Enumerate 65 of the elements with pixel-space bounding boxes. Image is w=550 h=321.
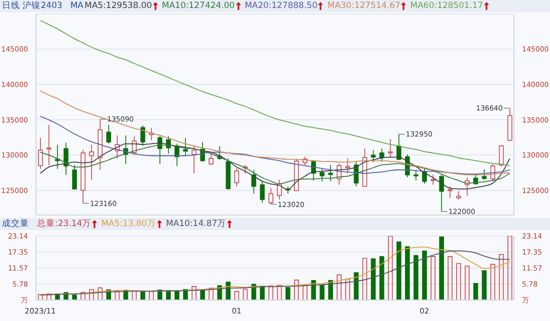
candlestick [498, 144, 504, 168]
text: MA20:127888.50 [244, 1, 318, 11]
bar [276, 284, 282, 300]
candlestick [388, 138, 393, 158]
candlestick [72, 164, 77, 190]
bar [320, 284, 324, 300]
bar [464, 266, 470, 300]
candlestick [46, 124, 52, 166]
bar [473, 283, 478, 300]
candlestick [422, 168, 427, 184]
candlestick [268, 188, 274, 205]
text: MA5:129538.00 [84, 1, 152, 11]
bar [234, 291, 240, 300]
candlestick [448, 186, 453, 198]
candlestick [328, 164, 334, 182]
candlestick [430, 174, 436, 186]
bar [482, 270, 487, 300]
candlestick [38, 137, 43, 170]
text: MA5:13.80万 [101, 218, 156, 230]
bar [302, 284, 308, 300]
bar [414, 255, 418, 300]
text: MA30:127514.67 [327, 1, 400, 11]
bar [388, 236, 393, 300]
chart-title: 日线 沪镍2403 [2, 0, 62, 12]
candlestick [439, 174, 444, 212]
candlestick [345, 158, 350, 174]
candlestick [208, 151, 214, 166]
candlestick [320, 168, 324, 182]
bar [422, 250, 427, 300]
bar [336, 274, 342, 300]
bar [328, 280, 334, 300]
candlestick [140, 125, 146, 146]
candlestick [370, 150, 376, 163]
chart-title: 成交量 [2, 218, 29, 230]
candlestick [89, 144, 94, 180]
text: MA10:127424.00 [162, 1, 235, 11]
bar [72, 294, 77, 300]
candlestick [482, 168, 487, 180]
bar [192, 286, 196, 300]
text: 总量:23.14万 [37, 218, 92, 230]
line-series [40, 20, 510, 166]
bar [286, 287, 290, 300]
bar [311, 280, 316, 300]
text: MA10:14.87万 [166, 218, 226, 230]
bar [157, 290, 162, 300]
bar [405, 246, 410, 300]
bar [439, 236, 444, 300]
bar [268, 285, 274, 300]
bar [490, 264, 496, 300]
candlestick [260, 181, 265, 204]
candlestick [183, 138, 188, 156]
bar [396, 242, 402, 300]
bar [140, 292, 146, 300]
text: MA60:128501.17 [410, 1, 484, 11]
bar [148, 291, 154, 300]
bar [294, 280, 299, 300]
bar [448, 256, 453, 300]
bar [456, 263, 462, 300]
candlestick [234, 168, 240, 188]
candlestick [192, 144, 196, 174]
bar [430, 256, 436, 300]
legend-title: MA [70, 1, 84, 11]
candlestick [64, 142, 68, 176]
candlestick [106, 124, 112, 144]
bar [183, 289, 188, 300]
